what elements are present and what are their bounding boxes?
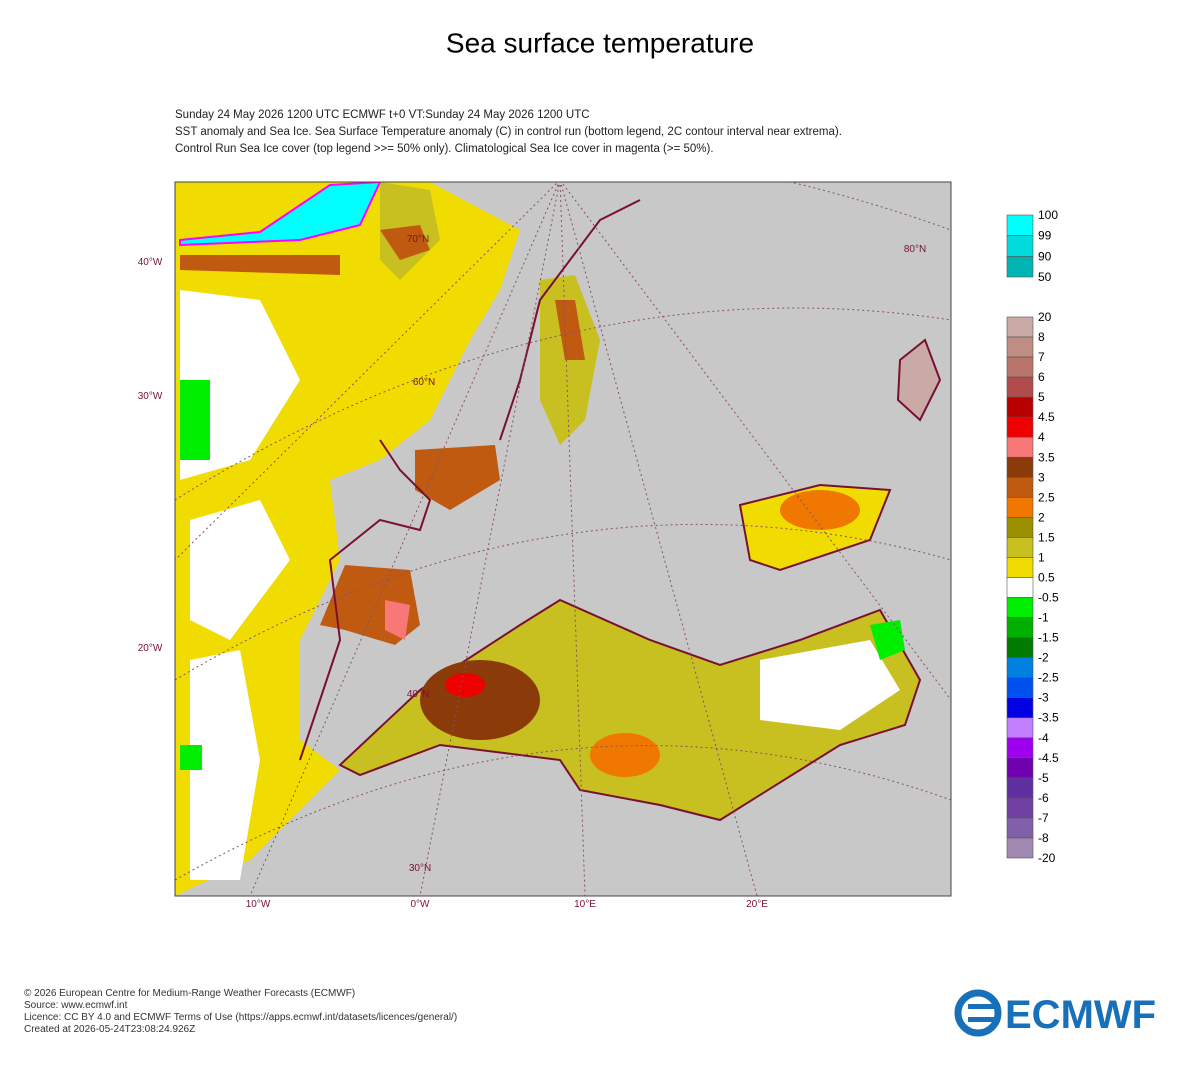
header-line: SST anomaly and Sea Ice. Sea Surface Tem…: [175, 126, 842, 138]
legend-label: -6: [1038, 791, 1049, 805]
legend-label: 1.5: [1038, 530, 1055, 544]
legend-label: -3: [1038, 691, 1049, 705]
legends: 100 99 90 50 20 8 7 6 5 4.5 4 3.5 3 2.5 2 1.5 1 0.5 -0.5 -1…: [1006, 208, 1059, 865]
legend-swatch: [1006, 697, 1034, 719]
legend-swatch: [1006, 376, 1034, 398]
legend-label: -5: [1038, 771, 1049, 785]
map: [174, 181, 952, 897]
header-line: Sunday 24 May 2026 1200 UTC ECMWF t+0 VT…: [175, 109, 590, 121]
legend-label: -2: [1038, 651, 1049, 665]
lon-label: 0°W: [411, 899, 431, 910]
header: Sunday 24 May 2026 1200 UTC ECMWF t+0 VT…: [175, 109, 842, 155]
legend-label: 3.5: [1038, 450, 1055, 464]
legend-swatch: [1006, 396, 1034, 418]
legend-swatch: [1006, 797, 1034, 819]
legend-label: -4.5: [1038, 751, 1059, 765]
legend-swatch: [1006, 497, 1034, 518]
legend-label: 2.5: [1038, 490, 1055, 504]
legend-label: 2: [1038, 510, 1045, 524]
legend-swatch: [1006, 657, 1034, 678]
legend-label: 4.5: [1038, 410, 1055, 424]
footer-line: Licence: CC BY 4.0 and ECMWF Terms of Us…: [24, 1012, 457, 1023]
legend-swatch: [1006, 436, 1034, 458]
lon-label: 40°W: [138, 257, 163, 268]
legend-swatch: [1006, 637, 1034, 658]
legend-label: -20: [1038, 851, 1056, 865]
legend-swatch: [1006, 557, 1034, 578]
legend-label: -7: [1038, 811, 1049, 825]
legend-swatch: [1006, 537, 1034, 558]
legend-label: -4: [1038, 731, 1049, 745]
legend-label: -0.5: [1038, 591, 1059, 605]
legend-swatch: [1006, 677, 1034, 699]
legend-label: 20: [1038, 310, 1052, 324]
legend-swatch: [1006, 256, 1034, 278]
logo-text: ECMWF: [1005, 993, 1156, 1037]
legend-label: 90: [1038, 249, 1052, 263]
lat-label: 60°N: [413, 377, 435, 388]
legend-swatch: [1006, 577, 1034, 598]
footer-line: Created at 2026-05-24T23:08:24.926Z: [24, 1024, 195, 1035]
legend-swatch: [1006, 517, 1034, 538]
legend-swatch: [1006, 717, 1034, 739]
legend-swatch: [1006, 757, 1034, 779]
legend-swatch: [1006, 837, 1034, 859]
legend-label: 99: [1038, 229, 1052, 243]
footer: © 2026 European Centre for Medium-Range …: [24, 988, 457, 1035]
legend-swatch: [1006, 597, 1034, 618]
logo: ECMWF: [954, 989, 1156, 1037]
lon-label: 20°W: [138, 643, 163, 654]
lat-label: 70°N: [407, 234, 429, 245]
footer-line: © 2026 European Centre for Medium-Range …: [24, 988, 355, 999]
legend-swatch: [1006, 356, 1034, 378]
legend-label: 4: [1038, 430, 1045, 444]
lon-label: 30°W: [138, 391, 163, 402]
legend-label: -1.5: [1038, 631, 1059, 645]
legend-label: 8: [1038, 330, 1045, 344]
legend-label: 3: [1038, 470, 1045, 484]
legend-label: 100: [1038, 208, 1058, 222]
legend-swatch: [1006, 456, 1034, 478]
legend-label: 5: [1038, 390, 1045, 404]
legend-swatch: [1006, 416, 1034, 438]
lon-label: 10°E: [574, 899, 596, 910]
legend-swatch: [1006, 235, 1034, 257]
legend-label: 50: [1038, 270, 1052, 284]
legend-swatch: [1006, 214, 1034, 236]
map-labels: 40°W 30°W 20°W 10°W 0°W 10°E 20°E 80°N 70°N 60°N 4…: [138, 234, 926, 910]
legend-label: -8: [1038, 831, 1049, 845]
legend-label: -1: [1038, 611, 1049, 625]
footer-line: Source: www.ecmwf.int: [24, 1000, 128, 1011]
lat-label: 30°N: [409, 863, 431, 874]
legend-swatch: [1006, 617, 1034, 638]
legend-swatch: [1006, 737, 1034, 759]
header-line: Control Run Sea Ice cover (top legend >>…: [175, 143, 714, 155]
lat-label: 80°N: [904, 244, 926, 255]
lon-label: 10°W: [246, 899, 271, 910]
lon-label: 20°E: [746, 899, 768, 910]
legend-label: 6: [1038, 370, 1045, 384]
legend-label: 0.5: [1038, 570, 1055, 584]
legend-label: -3.5: [1038, 711, 1059, 725]
legend-swatch: [1006, 316, 1034, 338]
legend-swatch: [1006, 817, 1034, 839]
legend-label: -2.5: [1038, 671, 1059, 685]
title: Sea surface temperature: [446, 27, 754, 58]
legend-label: 7: [1038, 350, 1045, 364]
legend-swatch: [1006, 336, 1034, 358]
legend-label: 1: [1038, 550, 1045, 564]
legend-swatch: [1006, 476, 1034, 498]
lat-label: 40°N: [407, 689, 429, 700]
legend-swatch: [1006, 777, 1034, 799]
